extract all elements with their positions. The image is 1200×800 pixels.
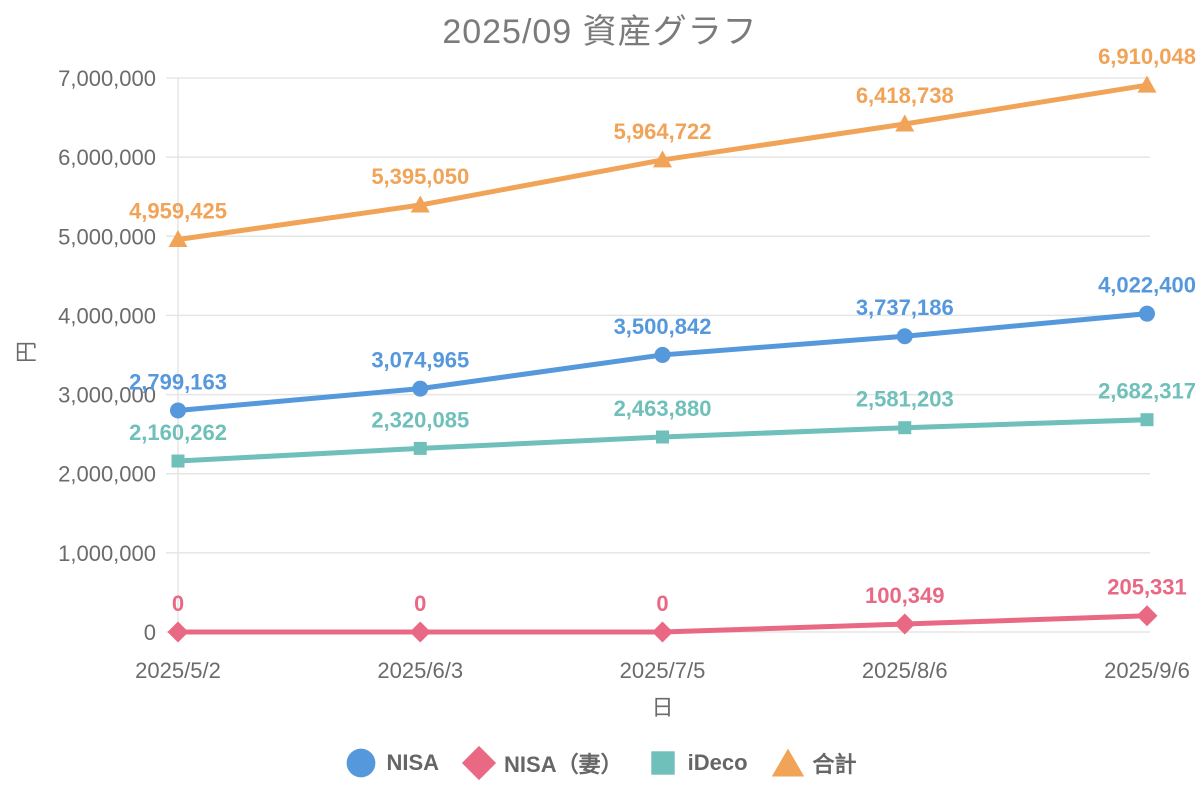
y-tick-label: 2,000,000 (58, 462, 156, 487)
y-tick-label: 0 (144, 620, 156, 645)
data-label: 4,959,425 (129, 198, 227, 223)
point-marker-square[interactable] (413, 441, 427, 455)
legend-marker-triangle-icon (771, 748, 804, 777)
point-marker-diamond[interactable] (652, 621, 673, 643)
legend-item-iDeco[interactable]: iDeco (645, 745, 748, 781)
point-marker-triangle[interactable] (1137, 75, 1157, 93)
data-label: 2,799,163 (129, 369, 227, 394)
legend-item-NISA（妻）[interactable]: NISA（妻） (461, 745, 623, 781)
point-marker-circle[interactable] (170, 402, 186, 419)
legend-marker-circle-icon (347, 748, 376, 778)
data-label: 3,737,186 (856, 295, 954, 320)
data-label: 2,463,880 (614, 396, 712, 421)
data-label: 2,581,203 (856, 387, 954, 412)
point-marker-circle[interactable] (896, 328, 913, 345)
data-label: 0 (414, 591, 426, 616)
point-marker-diamond[interactable] (409, 621, 431, 643)
data-label: 0 (172, 591, 184, 616)
data-label: 5,395,050 (371, 164, 469, 189)
y-tick-label: 1,000,000 (58, 541, 156, 566)
data-label: 5,964,722 (614, 119, 712, 144)
point-marker-square[interactable] (1140, 413, 1154, 427)
legend-label: NISA (386, 750, 440, 775)
point-marker-square[interactable] (656, 430, 669, 444)
point-marker-circle[interactable] (654, 346, 671, 363)
data-label: 6,910,048 (1098, 44, 1196, 69)
y-tick-label: 5,000,000 (58, 224, 156, 249)
y-tick-label: 4,000,000 (58, 303, 156, 328)
x-tick-label: 2025/9/6 (1104, 658, 1190, 683)
legend-item-NISA[interactable]: NISA (343, 745, 439, 781)
legend-marker-diamond-icon (461, 745, 497, 781)
point-marker-diamond[interactable] (894, 613, 916, 635)
x-tick-label: 2025/6/3 (377, 658, 463, 683)
x-axis-title: 日 (651, 695, 674, 720)
y-tick-label: 7,000,000 (58, 66, 156, 91)
y-tick-label: 3,000,000 (58, 383, 156, 408)
point-marker-square[interactable] (171, 454, 185, 468)
chart-title: 2025/09 資産グラフ (442, 13, 758, 51)
data-label: 3,500,842 (614, 314, 712, 339)
point-marker-triangle[interactable] (168, 229, 188, 247)
x-tick-label: 2025/5/2 (135, 658, 221, 683)
y-axis-title: 円 (14, 340, 39, 364)
legend-label: 合計 (812, 752, 857, 777)
data-label: 2,160,262 (129, 420, 227, 445)
point-marker-diamond[interactable] (1136, 605, 1158, 627)
data-label: 205,331 (1107, 575, 1187, 600)
data-label: 3,074,965 (371, 348, 469, 373)
point-marker-square[interactable] (898, 421, 912, 435)
x-tick-label: 2025/8/6 (862, 658, 948, 683)
point-marker-triangle[interactable] (895, 114, 915, 132)
data-label: 2,682,317 (1098, 379, 1196, 404)
point-marker-triangle[interactable] (410, 195, 430, 213)
data-label: 100,349 (865, 583, 945, 608)
data-label: 4,022,400 (1098, 273, 1196, 298)
data-label: 2,320,085 (371, 407, 469, 432)
point-marker-diamond[interactable] (167, 621, 189, 643)
legend-label: iDeco (687, 750, 748, 775)
legend-marker-square-icon (650, 751, 675, 775)
data-label: 6,418,738 (856, 83, 954, 108)
legend-label: NISA（妻） (504, 752, 623, 777)
data-label: 0 (656, 591, 668, 616)
legend: NISA NISA（妻） iDeco 合計 (0, 740, 1200, 786)
legend-item-合計[interactable]: 合計 (770, 745, 857, 781)
x-tick-label: 2025/7/5 (620, 658, 706, 683)
point-marker-circle[interactable] (412, 380, 429, 397)
y-tick-label: 6,000,000 (58, 145, 156, 170)
point-marker-triangle[interactable] (653, 150, 672, 168)
point-marker-circle[interactable] (1139, 305, 1155, 322)
